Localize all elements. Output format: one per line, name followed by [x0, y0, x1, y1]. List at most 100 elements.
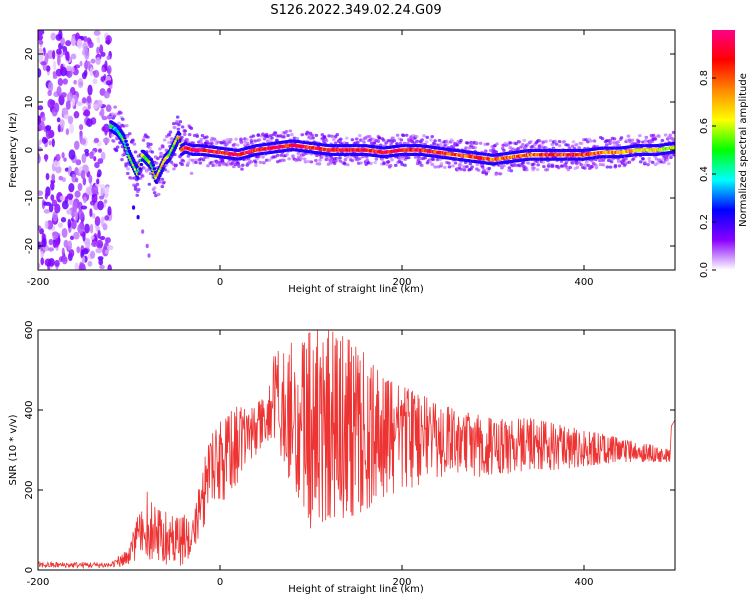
ridge-halo — [487, 166, 492, 171]
ridge-halo — [430, 163, 435, 167]
ridge-halo — [541, 140, 546, 144]
ridge-halo — [161, 145, 165, 149]
noise-cell — [45, 172, 50, 181]
noise-cell — [85, 240, 91, 249]
ridge-halo — [154, 194, 158, 198]
noise-cell — [66, 92, 73, 103]
ridge-halo — [132, 142, 137, 146]
noise-cell — [101, 67, 106, 73]
ridge-halo — [544, 139, 548, 143]
ridge-halo — [162, 180, 166, 184]
noise-cell — [47, 98, 54, 109]
ridge-halo — [350, 159, 355, 163]
noise-cell — [76, 38, 83, 49]
noise-cell — [90, 235, 95, 240]
ridge-halo — [623, 163, 627, 167]
snr-ylabel: SNR (10 * v/v) — [8, 414, 19, 485]
ridge-halo — [239, 141, 244, 145]
ridge-halo — [376, 139, 381, 143]
ridge-halo — [200, 133, 205, 138]
noise-cell — [99, 264, 105, 270]
ridge-halo — [361, 155, 365, 159]
ridge-halo — [523, 146, 528, 150]
ridge-halo — [590, 165, 594, 169]
noise-cell — [107, 65, 112, 75]
ridge-halo — [495, 142, 499, 146]
ridge-halo — [617, 143, 622, 148]
colorbar-tick-label: 0.4 — [699, 166, 710, 182]
noise-cell — [50, 32, 57, 41]
noise-cell — [65, 128, 70, 136]
ridge-halo — [159, 151, 163, 155]
ridge-halo — [139, 168, 143, 172]
noise-cell — [72, 201, 78, 213]
ridge-halo — [229, 138, 233, 142]
ridge-halo — [117, 121, 121, 125]
noise-cell — [60, 37, 65, 46]
ridge-band — [152, 167, 157, 171]
ridge-halo — [296, 155, 301, 159]
ridge-halo — [468, 162, 473, 166]
ridge-halo — [234, 137, 238, 141]
noise-cell — [97, 200, 104, 211]
noise-cell — [105, 185, 110, 194]
noise-cell — [47, 81, 54, 93]
spectrogram-xtick-label: 0 — [217, 277, 223, 288]
ridge-halo — [138, 176, 143, 180]
ridge-halo — [199, 137, 204, 141]
ridge-halo — [507, 166, 512, 170]
ridge-halo — [575, 165, 580, 169]
ridge-core — [672, 145, 675, 150]
noise-cell — [65, 65, 73, 72]
ridge-halo — [146, 135, 150, 139]
noise-cell — [91, 193, 98, 203]
ridge-halo — [484, 172, 489, 176]
ridge-halo — [612, 137, 617, 141]
noise-cell — [56, 86, 62, 97]
ridge-halo — [182, 132, 187, 136]
ridge-halo — [444, 139, 449, 143]
ridge-halo — [114, 112, 118, 116]
ridge-halo — [183, 129, 187, 133]
ridge-halo — [210, 141, 214, 146]
ridge-halo — [447, 161, 451, 165]
ridge-halo — [641, 140, 645, 144]
ridge-halo — [194, 158, 198, 162]
ridge-halo — [648, 159, 652, 163]
ridge-halo — [377, 136, 382, 140]
ridge-halo — [191, 141, 196, 145]
ridge-halo — [404, 133, 409, 137]
ridge-halo — [431, 157, 435, 162]
ridge-halo — [133, 187, 138, 191]
colorbar-label: Normalized spectral amplitude — [738, 73, 749, 227]
noise-cell — [96, 239, 104, 249]
ridge-halo — [529, 139, 533, 144]
ridge-halo — [663, 133, 668, 137]
ridge-halo — [542, 164, 546, 169]
ridge-halo — [127, 132, 132, 136]
ridge-halo — [498, 172, 503, 176]
ridge-halo — [535, 168, 540, 172]
ridge-halo — [273, 131, 278, 135]
ridge-halo — [120, 157, 124, 162]
colorbar-tick-label: 0.6 — [699, 118, 710, 134]
ridge-halo — [243, 140, 247, 144]
noise-cell — [71, 66, 75, 73]
noise-cell — [51, 173, 56, 182]
ridge-halo — [187, 133, 192, 137]
ridge-halo — [175, 115, 180, 119]
ridge-halo — [189, 171, 194, 175]
ridge-halo — [650, 160, 655, 165]
ridge-halo — [423, 156, 428, 160]
noise-cell — [52, 71, 57, 77]
ridge-halo — [380, 158, 385, 162]
ridge-halo — [672, 138, 675, 142]
noise-cell — [53, 60, 57, 71]
spectrogram-ytick-label: -10 — [24, 190, 35, 206]
ridge-halo — [631, 157, 636, 161]
ridge-halo — [203, 155, 207, 159]
ridge-halo — [256, 133, 261, 138]
ridge-halo — [295, 136, 300, 141]
ridge-halo — [225, 137, 230, 142]
snr-frame — [37, 329, 676, 571]
